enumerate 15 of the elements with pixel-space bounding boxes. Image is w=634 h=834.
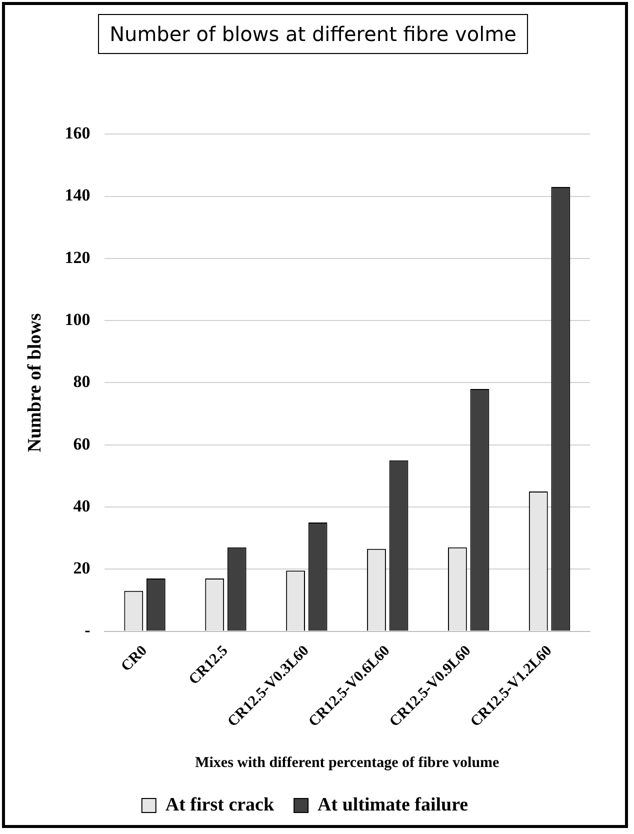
y-tick-label: 20 — [73, 558, 90, 578]
x-axis-title: Mixes with different percentage of fibre volume — [195, 754, 500, 771]
y-axis-title: Numbre of blows — [24, 313, 46, 452]
legend-label: At first crack — [165, 794, 274, 816]
y-tick-label: 160 — [64, 124, 90, 143]
y-tick-label: 40 — [73, 496, 90, 516]
y-tick-label: 60 — [73, 434, 90, 454]
legend-label: At ultimate failure — [318, 794, 468, 816]
chart-title: Number of blows at different fibre volme — [98, 14, 528, 54]
y-tick-label: 80 — [73, 372, 90, 392]
y-tick-label: - — [84, 620, 91, 640]
x-tick-label: CR0 — [118, 642, 150, 675]
y-tick-label: 100 — [64, 310, 90, 329]
y-tick-label: 140 — [64, 186, 90, 205]
y-tick-label: 120 — [64, 248, 90, 267]
